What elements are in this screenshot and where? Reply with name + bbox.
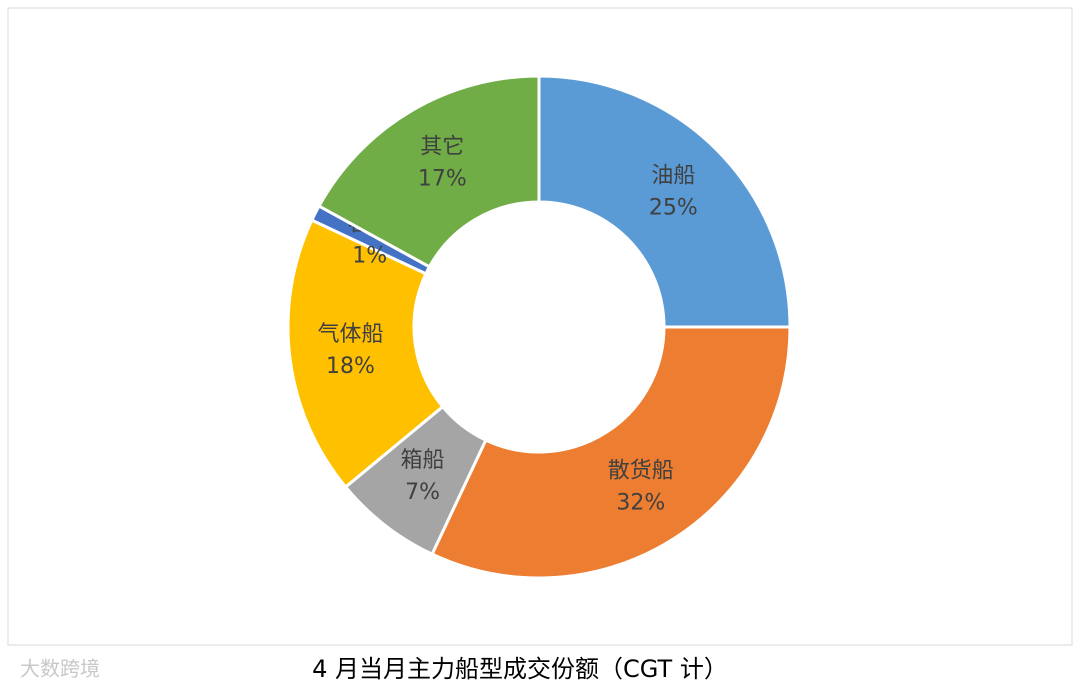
slice-value-label: 32% xyxy=(616,490,665,515)
slice-value-label: 7% xyxy=(405,480,440,505)
watermark: 大数跨境 xyxy=(20,657,100,681)
slice-value-label: 25% xyxy=(649,196,698,221)
slice-value-label: 1% xyxy=(352,244,387,269)
chart-title: 4 月当月主力船型成交份额（CGT 计） xyxy=(312,655,728,683)
slice-label: 箱船 xyxy=(401,448,445,473)
slice-label: 油船 xyxy=(651,164,695,189)
slice-label: 其它 xyxy=(420,134,464,159)
donut-slice xyxy=(317,74,541,269)
slice-label: 散货船 xyxy=(608,458,674,483)
donut-slice xyxy=(430,325,792,580)
donut-slice xyxy=(286,218,445,490)
slice-label: 气体船 xyxy=(317,322,383,347)
slice-value-label: 18% xyxy=(326,354,375,379)
slice-value-label: 17% xyxy=(418,166,467,191)
donut-slice xyxy=(537,74,792,329)
